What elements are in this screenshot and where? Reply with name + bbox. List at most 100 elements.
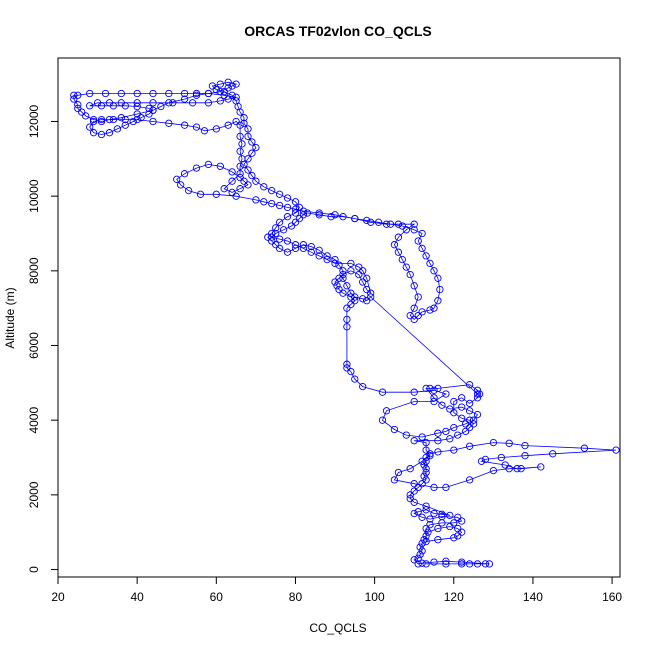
data-point bbox=[307, 242, 315, 251]
data-point bbox=[465, 442, 474, 450]
data-point bbox=[283, 237, 292, 245]
data-point bbox=[180, 95, 189, 103]
data-point bbox=[390, 241, 399, 249]
data-point bbox=[121, 121, 129, 129]
data-point bbox=[513, 465, 521, 473]
data-point bbox=[418, 244, 426, 253]
y-tick-label: 8000 bbox=[27, 257, 41, 284]
data-point bbox=[268, 233, 276, 241]
data-point bbox=[220, 91, 228, 99]
data-point bbox=[473, 386, 482, 394]
data-point bbox=[149, 106, 157, 114]
data-point bbox=[315, 252, 323, 260]
data-point bbox=[86, 89, 94, 98]
data-point bbox=[382, 220, 391, 228]
data-point bbox=[461, 420, 470, 428]
data-point bbox=[145, 110, 153, 118]
data-point bbox=[89, 129, 98, 137]
data-point bbox=[363, 297, 371, 305]
x-tick-label: 60 bbox=[210, 590, 224, 604]
data-point bbox=[465, 423, 474, 432]
data-point bbox=[422, 453, 430, 462]
data-point bbox=[394, 220, 403, 228]
data-point bbox=[74, 101, 82, 109]
data-point bbox=[430, 394, 438, 402]
data-point bbox=[339, 274, 347, 282]
data-point bbox=[434, 524, 442, 533]
data-point bbox=[505, 465, 513, 473]
x-tick-label: 160 bbox=[602, 590, 622, 604]
data-point bbox=[272, 224, 280, 232]
data-point bbox=[228, 82, 236, 90]
x-tick-label: 140 bbox=[523, 590, 543, 604]
data-point bbox=[105, 115, 114, 124]
data-point bbox=[283, 248, 292, 256]
data-point bbox=[228, 188, 236, 197]
data-point bbox=[240, 119, 248, 127]
data-point bbox=[196, 190, 205, 198]
data-point bbox=[410, 480, 418, 488]
data-point bbox=[228, 168, 236, 176]
data-point bbox=[236, 108, 244, 116]
data-point bbox=[420, 472, 428, 480]
data-point bbox=[406, 270, 414, 279]
data-point bbox=[220, 87, 228, 96]
data-point bbox=[291, 218, 300, 226]
data-point bbox=[426, 259, 434, 268]
data-point bbox=[418, 229, 426, 238]
data-point bbox=[236, 147, 244, 155]
data-point bbox=[458, 558, 466, 566]
data-point bbox=[347, 289, 355, 297]
data-point bbox=[438, 510, 446, 518]
data-point bbox=[418, 539, 426, 548]
data-point bbox=[228, 177, 236, 185]
data-point bbox=[121, 115, 129, 124]
data-point bbox=[339, 213, 347, 221]
data-point bbox=[580, 444, 589, 452]
data-point bbox=[367, 218, 375, 226]
x-tick-label: 80 bbox=[289, 590, 303, 604]
data-point bbox=[434, 429, 442, 437]
data-point bbox=[434, 274, 442, 282]
data-point bbox=[220, 185, 228, 193]
data-point bbox=[244, 181, 252, 189]
data-point bbox=[339, 289, 347, 297]
data-point bbox=[133, 89, 141, 98]
data-point bbox=[386, 220, 395, 228]
data-point bbox=[406, 311, 414, 320]
data-point bbox=[299, 211, 308, 219]
data-point bbox=[97, 115, 106, 124]
data-point bbox=[145, 104, 153, 113]
data-point bbox=[458, 517, 466, 525]
data-point bbox=[374, 218, 383, 226]
data-point bbox=[418, 547, 426, 555]
data-point bbox=[461, 427, 470, 436]
data-point bbox=[410, 556, 418, 564]
x-tick-label: 100 bbox=[365, 590, 385, 604]
data-point bbox=[343, 323, 351, 331]
data-point bbox=[473, 390, 482, 398]
data-point bbox=[442, 483, 450, 492]
data-point bbox=[105, 129, 114, 137]
data-point bbox=[212, 190, 220, 198]
data-point bbox=[454, 431, 462, 439]
data-point bbox=[418, 433, 426, 441]
data-point bbox=[454, 513, 462, 521]
y-tick-label: 4000 bbox=[27, 407, 41, 434]
data-point bbox=[418, 480, 426, 488]
data-point bbox=[315, 209, 323, 217]
data-point bbox=[422, 537, 430, 546]
data-point bbox=[430, 509, 438, 518]
data-point bbox=[97, 130, 106, 139]
data-point bbox=[422, 446, 430, 454]
data-point bbox=[299, 241, 308, 249]
series-line bbox=[73, 81, 617, 565]
data-point bbox=[450, 446, 458, 454]
data-point bbox=[473, 410, 482, 419]
data-point bbox=[343, 360, 351, 368]
data-point bbox=[410, 498, 418, 506]
data-point bbox=[434, 297, 442, 305]
data-point bbox=[70, 91, 78, 99]
data-point bbox=[414, 293, 422, 301]
